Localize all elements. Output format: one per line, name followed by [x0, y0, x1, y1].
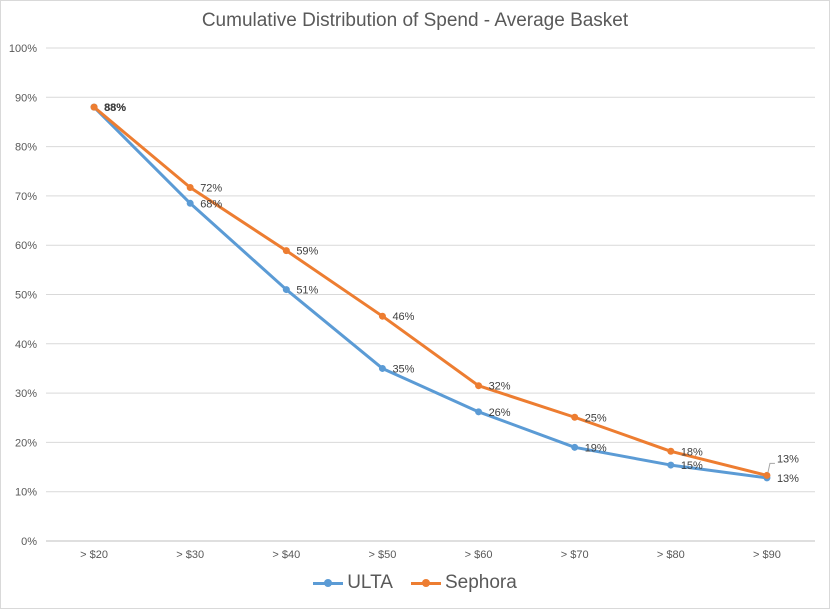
x-tick-label: > $70 — [561, 549, 589, 561]
data-label: 13% — [777, 473, 799, 485]
y-tick-label: 50% — [15, 290, 37, 302]
x-tick-label: > $60 — [465, 549, 493, 561]
leader-line — [767, 462, 775, 473]
y-tick-label: 20% — [15, 437, 37, 449]
data-label: 88% — [104, 102, 126, 114]
data-point — [186, 199, 194, 207]
data-label: 46% — [392, 311, 414, 323]
data-label: 72% — [200, 183, 222, 195]
series-lines — [93, 106, 768, 480]
legend: ULTA Sephora — [0, 572, 830, 594]
gridlines — [46, 47, 815, 542]
data-point — [90, 103, 98, 111]
data-point — [763, 471, 771, 479]
data-point — [475, 382, 483, 390]
y-tick-label: 70% — [15, 191, 37, 203]
data-label: 19% — [585, 442, 607, 454]
series-line-sephora — [93, 106, 768, 477]
legend-item-ulta[interactable]: ULTA — [313, 572, 393, 594]
x-tick-label: > $90 — [753, 549, 781, 561]
data-labels: 88%68%51%35%26%19%15%13%88%72%59%46%32%2… — [104, 102, 799, 485]
y-tick-label: 10% — [15, 487, 37, 499]
chart-title: Cumulative Distribution of Spend - Avera… — [201, 10, 629, 31]
legend-label-ulta: ULTA — [347, 572, 393, 593]
data-point — [571, 413, 579, 421]
data-label: 68% — [200, 198, 222, 210]
legend-item-sephora[interactable]: Sephora — [410, 572, 517, 594]
y-tick-label: 100% — [9, 43, 37, 55]
x-tick-label: > $80 — [657, 549, 685, 561]
data-label: 25% — [585, 412, 607, 424]
y-tick-label: 0% — [21, 536, 37, 548]
y-axis-ticks: 0% 10% 20% 30% 40% 50% 60% 70% 80% 90% 100% — [9, 43, 37, 548]
data-label: 26% — [489, 407, 511, 419]
data-label: 51% — [296, 285, 318, 297]
data-point — [282, 247, 290, 255]
data-label: 18% — [681, 446, 703, 458]
data-point — [667, 461, 675, 469]
data-label: 32% — [489, 381, 511, 393]
data-point — [475, 408, 483, 416]
series-line-ulta — [93, 106, 768, 480]
legend-swatch-ulta — [313, 577, 344, 589]
data-label: 15% — [681, 460, 703, 472]
data-point — [378, 312, 386, 320]
data-point — [186, 184, 194, 192]
y-tick-label: 80% — [15, 142, 37, 154]
data-point — [571, 443, 579, 451]
y-tick-label: 30% — [15, 388, 37, 400]
data-point — [282, 286, 290, 294]
data-label: 13% — [777, 453, 799, 465]
data-point — [378, 364, 386, 372]
data-label: 35% — [392, 363, 414, 375]
y-tick-label: 60% — [15, 240, 37, 252]
x-tick-label: > $50 — [369, 549, 397, 561]
series-points — [90, 103, 771, 482]
y-tick-label: 40% — [15, 339, 37, 351]
x-tick-label: > $20 — [80, 549, 108, 561]
legend-label-sephora: Sephora — [444, 572, 517, 593]
x-tick-label: > $30 — [176, 549, 204, 561]
data-point — [667, 447, 675, 455]
x-tick-label: > $40 — [272, 549, 300, 561]
data-label: 59% — [296, 246, 318, 258]
legend-swatch-sephora — [410, 577, 441, 589]
y-tick-label: 90% — [15, 92, 37, 104]
x-axis-ticks: > $20 > $30 > $40 > $50 > $60 > $70 > $80 > $90 — [80, 549, 781, 561]
data-label: 88% — [104, 102, 126, 114]
